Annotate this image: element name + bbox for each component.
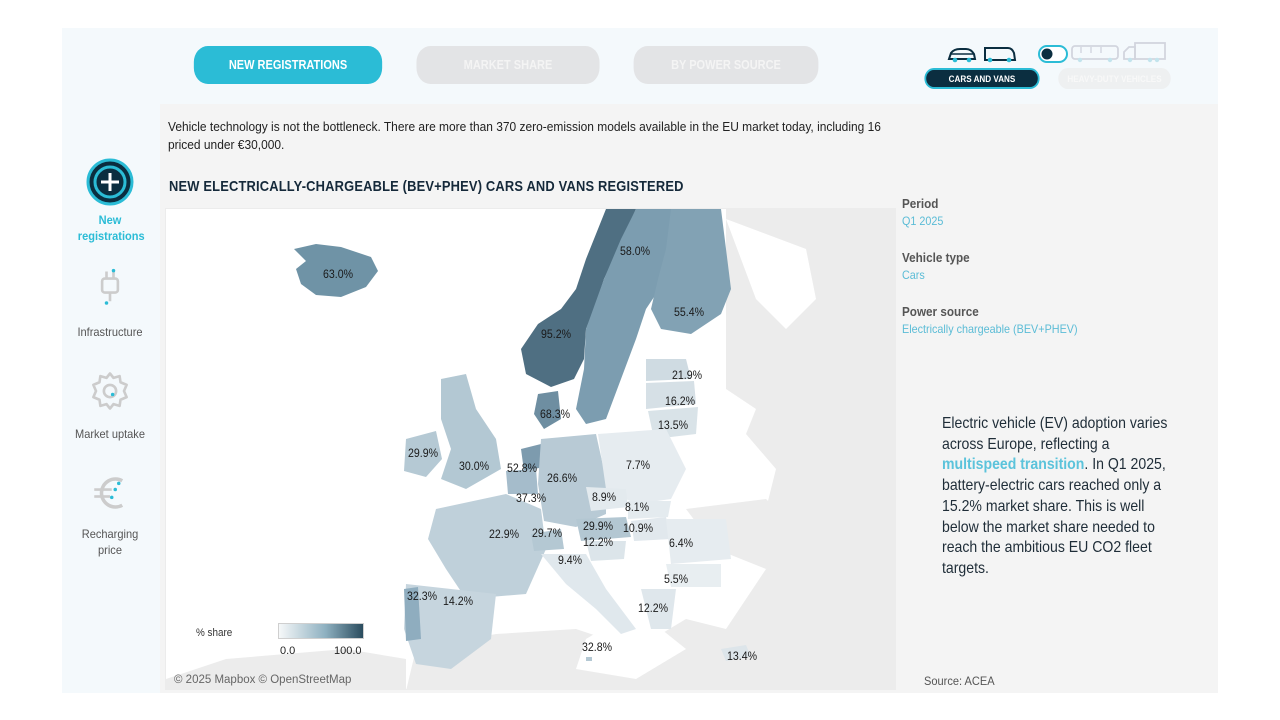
map-label: 26.6% [546, 473, 578, 485]
bus-icon[interactable] [1071, 45, 1119, 63]
map-title: NEW ELECTRICALLY-CHARGEABLE (BEV+PHEV) C… [169, 178, 684, 195]
sidebar-label: Infrastructure [77, 325, 143, 339]
tab-by-power-source[interactable]: BY POWER SOURCE [633, 46, 819, 84]
power-source-value[interactable]: Electrically chargeable (BEV+PHEV) [902, 322, 1078, 336]
source-note: Source: ACEA [924, 674, 995, 688]
map-label: 32.3% [406, 591, 438, 603]
map-label: 10.9% [622, 523, 654, 535]
sidebar-item-new-registrations[interactable]: New registrations [62, 158, 158, 244]
map-label: 68.3% [539, 409, 571, 421]
map-label: 8.9% [591, 492, 617, 504]
vehicle-type-value[interactable]: Cars [902, 268, 925, 282]
map-label: 30.0% [458, 461, 490, 473]
power-source-filter[interactable]: Power source Electrically chargeable (BE… [902, 304, 1202, 336]
van-icon[interactable] [984, 47, 1017, 63]
sidebar-item-infrastructure[interactable]: Infrastructure [62, 268, 158, 340]
intro-text: Vehicle technology is not the bottleneck… [168, 119, 881, 152]
narrative-text: Electric vehicle (EV) adoption varies ac… [942, 414, 1173, 580]
narrative-after: . In Q1 2025, battery-electric cars reac… [942, 456, 1166, 577]
filters-panel: Period Q1 2025 Vehicle type Cars Power s… [902, 196, 1202, 358]
map-label: 37.3% [515, 493, 547, 505]
map-label: 32.8% [581, 642, 613, 654]
legend-max: 100.0 [334, 645, 362, 657]
map-label: 5.5% [663, 574, 689, 586]
map-shapes [166, 209, 895, 689]
map-label: 8.1% [624, 502, 650, 514]
map-label: 58.0% [619, 246, 651, 258]
map-label: 12.2% [582, 537, 614, 549]
legend-title: % share [196, 627, 233, 639]
map-label: 16.2% [664, 396, 696, 408]
euro-icon [94, 477, 124, 509]
sidebar-label: Recharging price [81, 527, 139, 557]
cars-and-vans-button[interactable]: CARS AND VANS [924, 68, 1040, 89]
sidebar-label: Market uptake [75, 427, 145, 441]
sidebar-item-recharging-price[interactable]: Recharging price [62, 472, 158, 558]
truck-icon[interactable] [1123, 42, 1166, 63]
plug-icon [100, 268, 120, 305]
map-label: 29.9% [582, 521, 614, 533]
legend-gradient [278, 623, 364, 639]
plus-circle-icon [86, 158, 134, 206]
map-label: 13.5% [657, 420, 689, 432]
map-label: 9.4% [557, 555, 583, 567]
map-label: 21.9% [671, 370, 703, 382]
vehicle-icons [946, 40, 1186, 66]
sidebar: New registrations Infrastructure Market … [62, 104, 158, 693]
sidebar-label: New registrations [77, 213, 145, 243]
content-panel: Vehicle technology is not the bottleneck… [160, 104, 1218, 693]
map-label: 95.2% [540, 329, 572, 341]
map-legend: % share 0.0 100.0 [196, 623, 376, 663]
narrative-before: Electric vehicle (EV) adoption varies ac… [942, 415, 1168, 453]
map-label: 29.9% [407, 448, 439, 460]
period-filter[interactable]: Period Q1 2025 [902, 196, 1202, 228]
vehicle-type-label: Vehicle type [902, 250, 970, 265]
period-value[interactable]: Q1 2025 [902, 214, 944, 228]
sidebar-item-market-uptake[interactable]: Market uptake [62, 370, 158, 442]
map-label: 29.7% [531, 528, 563, 540]
legend-min: 0.0 [280, 645, 296, 657]
app-frame: NEW REGISTRATIONS MARKET SHARE BY POWER … [62, 28, 1218, 693]
map-label: 52.8% [506, 463, 538, 475]
toggle-switch[interactable] [1038, 45, 1068, 63]
map-label: 7.7% [625, 460, 651, 472]
heavy-duty-vehicles-button[interactable]: HEAVY-DUTY VEHICLES [1058, 68, 1171, 89]
map-label: 14.2% [442, 596, 474, 608]
map-label: 13.4% [726, 651, 758, 663]
map-label: 55.4% [673, 307, 705, 319]
map-attribution[interactable]: © 2025 Mapbox © OpenStreetMap [174, 674, 352, 686]
choropleth-map[interactable]: 63.0% 58.0% 55.4% 95.2% 21.9% 16.2% 68.3… [165, 208, 896, 690]
multispeed-transition-link[interactable]: multispeed transition [942, 456, 1085, 474]
vehicle-type-filter[interactable]: Vehicle type Cars [902, 250, 1202, 282]
tab-new-registrations[interactable]: NEW REGISTRATIONS [193, 46, 383, 84]
map-label: 12.2% [637, 603, 669, 615]
tab-market-share[interactable]: MARKET SHARE [416, 46, 600, 84]
power-source-label: Power source [902, 304, 979, 319]
map-label: 63.0% [322, 269, 354, 281]
map-label: 22.9% [488, 529, 520, 541]
car-icon[interactable] [947, 48, 977, 63]
map-label: 6.4% [668, 538, 694, 550]
gear-icon [92, 372, 128, 410]
period-label: Period [902, 196, 939, 211]
